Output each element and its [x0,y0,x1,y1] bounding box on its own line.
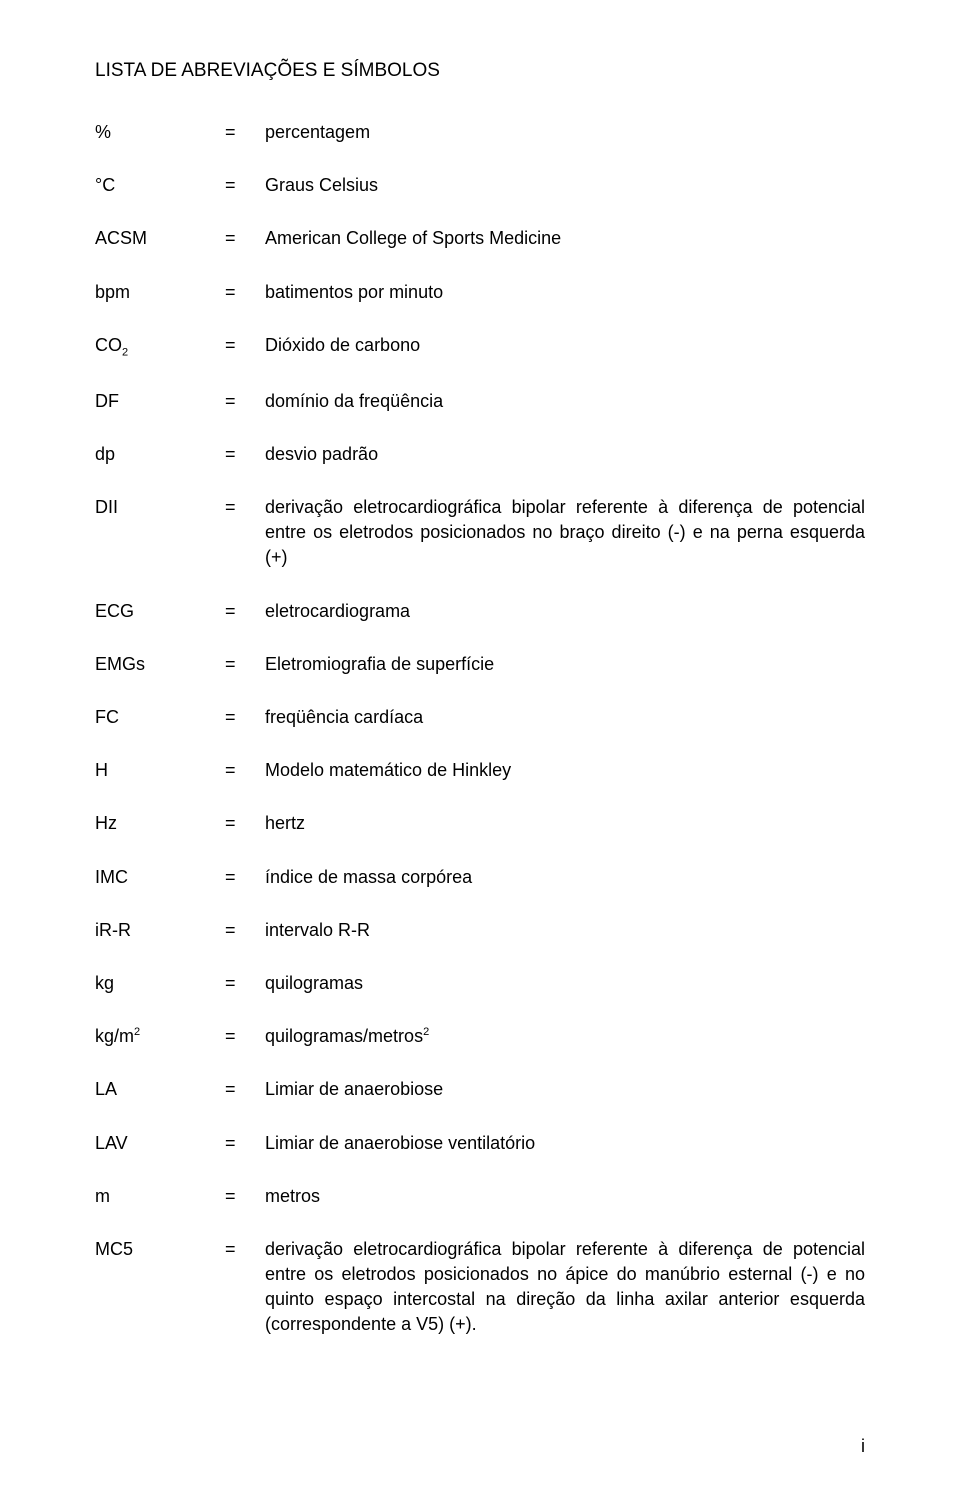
equals-sign: = [225,333,265,358]
abbr-key: MC5 [95,1237,225,1262]
abbr-definition: freqüência cardíaca [265,705,865,730]
abbr-definition: Limiar de anaerobiose ventilatório [265,1131,865,1156]
abbr-definition: batimentos por minuto [265,280,865,305]
page-number: i [861,1436,865,1457]
table-row: FC=freqüência cardíaca [95,705,865,730]
table-row: ECG=eletrocardiograma [95,599,865,624]
document-page: LISTA DE ABREVIAÇÕES E SÍMBOLOS %=percen… [0,0,960,1487]
abbr-definition: Eletromiografia de superfície [265,652,865,677]
equals-sign: = [225,226,265,251]
abbr-key: kg/m2 [95,1024,225,1049]
equals-sign: = [225,389,265,414]
table-row: kg/m2=quilogramas/metros2 [95,1024,865,1049]
abbr-key: CO2 [95,333,225,361]
equals-sign: = [225,442,265,467]
table-row: bpm=batimentos por minuto [95,280,865,305]
abbr-key: iR-R [95,918,225,943]
abbr-definition: derivação eletrocardiográfica bipolar re… [265,1237,865,1338]
abbr-definition: intervalo R-R [265,918,865,943]
abbr-key: bpm [95,280,225,305]
equals-sign: = [225,652,265,677]
table-row: dp=desvio padrão [95,442,865,467]
equals-sign: = [225,1131,265,1156]
abbr-definition: hertz [265,811,865,836]
equals-sign: = [225,1237,265,1262]
abbr-key: DII [95,495,225,520]
table-row: DF=domínio da freqüência [95,389,865,414]
abbr-key: DF [95,389,225,414]
abbr-key: LA [95,1077,225,1102]
table-row: LA=Limiar de anaerobiose [95,1077,865,1102]
table-row: Hz=hertz [95,811,865,836]
equals-sign: = [225,1184,265,1209]
abbr-key: kg [95,971,225,996]
equals-sign: = [225,120,265,145]
equals-sign: = [225,758,265,783]
equals-sign: = [225,918,265,943]
abbr-definition: Modelo matemático de Hinkley [265,758,865,783]
table-row: EMGs=Eletromiografia de superfície [95,652,865,677]
table-row: iR-R=intervalo R-R [95,918,865,943]
abbr-key: m [95,1184,225,1209]
abbr-definition: derivação eletrocardiográfica bipolar re… [265,495,865,571]
abbr-key: % [95,120,225,145]
table-row: kg=quilogramas [95,971,865,996]
abbreviation-table: %=percentagem°C=Graus CelsiusACSM=Americ… [95,120,865,1338]
abbr-key: LAV [95,1131,225,1156]
abbr-definition: quilogramas [265,971,865,996]
abbr-definition: percentagem [265,120,865,145]
abbr-definition: desvio padrão [265,442,865,467]
table-row: DII=derivação eletrocardiográfica bipola… [95,495,865,571]
abbr-definition: eletrocardiograma [265,599,865,624]
equals-sign: = [225,599,265,624]
abbr-definition: metros [265,1184,865,1209]
equals-sign: = [225,173,265,198]
table-row: m=metros [95,1184,865,1209]
abbr-definition: índice de massa corpórea [265,865,865,890]
equals-sign: = [225,811,265,836]
abbr-definition: Graus Celsius [265,173,865,198]
abbr-key: °C [95,173,225,198]
equals-sign: = [225,1024,265,1049]
table-row: IMC=índice de massa corpórea [95,865,865,890]
abbr-key: EMGs [95,652,225,677]
abbr-key: ACSM [95,226,225,251]
table-row: ACSM=American College of Sports Medicine [95,226,865,251]
table-row: MC5=derivação eletrocardiográfica bipola… [95,1237,865,1338]
equals-sign: = [225,705,265,730]
table-row: °C=Graus Celsius [95,173,865,198]
abbr-key: ECG [95,599,225,624]
abbr-definition: quilogramas/metros2 [265,1024,865,1049]
abbr-key: H [95,758,225,783]
abbr-key: Hz [95,811,225,836]
table-row: %=percentagem [95,120,865,145]
abbr-definition: Limiar de anaerobiose [265,1077,865,1102]
equals-sign: = [225,1077,265,1102]
equals-sign: = [225,971,265,996]
abbr-key: IMC [95,865,225,890]
equals-sign: = [225,280,265,305]
table-row: CO2=Dióxido de carbono [95,333,865,361]
abbr-key: FC [95,705,225,730]
abbr-key: dp [95,442,225,467]
abbr-definition: American College of Sports Medicine [265,226,865,251]
abbr-definition: domínio da freqüência [265,389,865,414]
table-row: LAV=Limiar de anaerobiose ventilatório [95,1131,865,1156]
page-title: LISTA DE ABREVIAÇÕES E SÍMBOLOS [95,60,865,82]
equals-sign: = [225,495,265,520]
abbr-definition: Dióxido de carbono [265,333,865,358]
equals-sign: = [225,865,265,890]
table-row: H=Modelo matemático de Hinkley [95,758,865,783]
